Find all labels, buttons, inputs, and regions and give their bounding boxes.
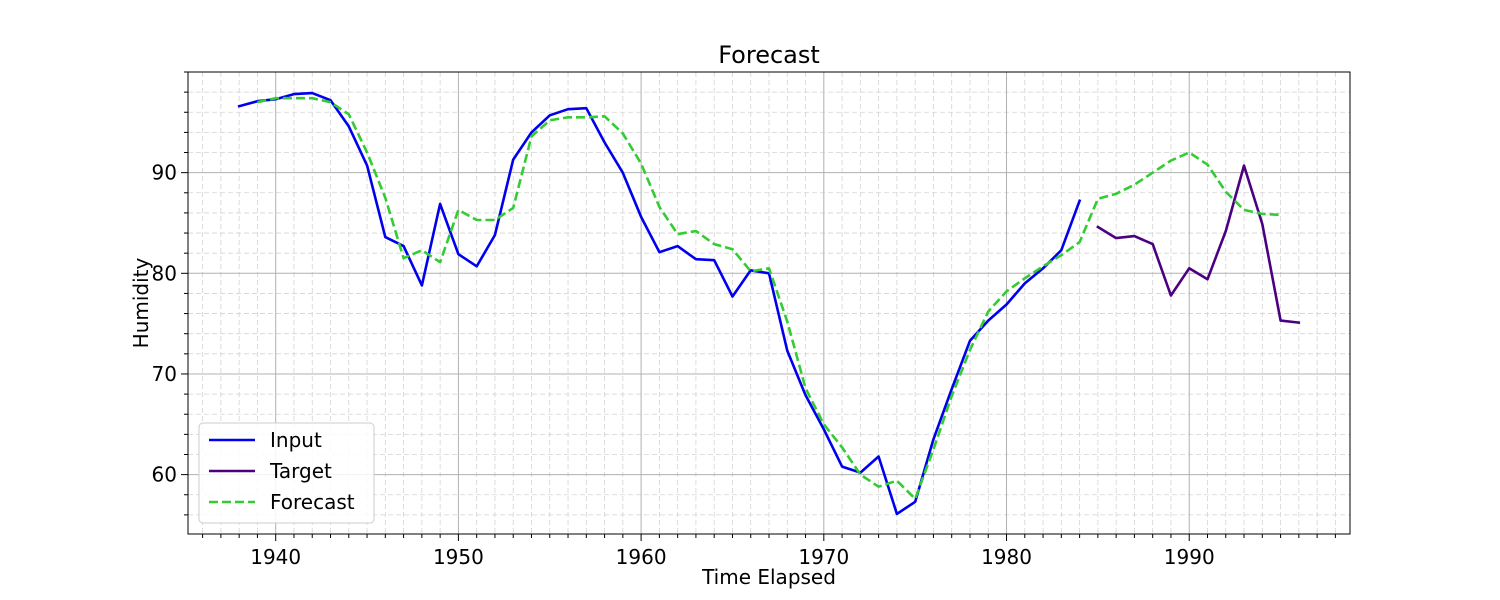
y-tick-label: 80 [152,261,177,285]
x-tick-label: 1960 [616,545,667,569]
legend-label-forecast: Forecast [270,490,355,514]
x-tick-label: 1950 [433,545,484,569]
x-tick-label: 1970 [798,545,849,569]
y-axis-title: Humidity [129,257,153,348]
minor-grid [188,71,1350,534]
series-line-forecast [257,96,1281,501]
x-axis-title: Time Elapsed [701,565,836,589]
series-layer [237,91,1301,516]
legend-label-target: Target [269,459,332,483]
x-tick-label: 1980 [981,545,1032,569]
legend-box [198,422,375,524]
ticks-layer: 1940 1950 1960 1970 1980 1990 60 70 80 90 [152,71,1336,569]
legend: Input Target Forecast [198,422,375,524]
series-line-target [1096,164,1301,325]
y-tick-label: 70 [152,362,177,386]
y-tick-label: 60 [152,463,177,487]
y-tick-label: 90 [152,161,177,185]
legend-label-input: Input [270,428,322,452]
series-line-input [237,91,1082,516]
major-grid [188,72,1350,534]
x-tick-label: 1990 [1164,545,1215,569]
x-tick-label: 1940 [250,545,301,569]
chart-title: Forecast [718,41,820,69]
